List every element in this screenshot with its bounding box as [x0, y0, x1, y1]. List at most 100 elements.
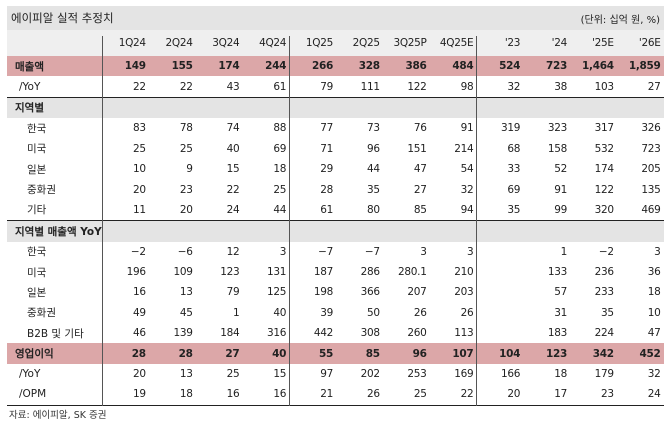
value-cell: 316 — [267, 327, 287, 340]
table-row: B2B 및 기타 46 139 184 316 442 308 260 113 183 224 47 — [7, 323, 664, 343]
column-header: 2Q24 — [165, 37, 193, 49]
value-cell: 15 — [273, 368, 287, 381]
value-cell: 123 — [545, 347, 567, 360]
value-cell: 88 — [273, 122, 287, 135]
value-cell: 11 — [133, 203, 146, 216]
value-cell: 169 — [454, 368, 474, 381]
table-row: 미국 25 25 40 69 71 96 151 214 68 158 532 723 — [7, 139, 664, 159]
value-cell: 52 — [554, 163, 567, 176]
value-cell: 236 — [594, 266, 614, 279]
column-divider — [289, 36, 290, 407]
row-label: 지역별 — [15, 102, 44, 115]
column-header: 1Q25 — [305, 37, 333, 49]
value-cell: 1 — [560, 245, 568, 258]
value-cell: 10 — [647, 306, 661, 319]
row-label: 한국 — [27, 246, 47, 259]
value-cell: 17 — [554, 388, 567, 401]
value-cell: 205 — [641, 163, 661, 176]
value-cell: −7 — [364, 245, 380, 258]
row-label: 영업이익 — [15, 348, 54, 361]
value-cell: 77 — [320, 122, 333, 135]
value-cell: 524 — [499, 60, 521, 73]
value-cell: 33 — [507, 163, 521, 176]
value-cell: 40 — [273, 306, 287, 319]
value-cell: 280.1 — [398, 266, 427, 279]
value-cell: 151 — [407, 142, 427, 155]
value-cell: −2 — [130, 245, 146, 258]
value-cell: 233 — [594, 286, 614, 299]
value-cell: 3 — [420, 245, 427, 258]
table-row: 한국 83 78 74 88 77 73 76 91 319 323 317 326 — [7, 118, 664, 138]
value-cell: 723 — [641, 142, 661, 155]
value-cell: 19 — [133, 388, 146, 401]
table-row: 영업이익 28 28 27 40 55 85 96 107 104 123 342 452 — [7, 343, 664, 364]
value-cell: 27 — [647, 80, 661, 93]
value-cell: 23 — [601, 388, 614, 401]
table-row: /YoY 22 22 43 61 79 111 122 98 32 38 103 27 — [7, 76, 664, 96]
row-label: 한국 — [27, 122, 47, 135]
value-cell: 174 — [218, 60, 240, 73]
value-cell: 22 — [460, 388, 474, 401]
value-cell: 27 — [413, 183, 427, 196]
table-row: 미국 196 109 123 131 187 286 280.1 210 133 236 36 — [7, 262, 664, 282]
value-cell: 155 — [171, 60, 193, 73]
table-row: 중화권 49 45 1 40 39 50 26 26 31 35 10 — [7, 303, 664, 323]
row-label: B2B 및 기타 — [27, 327, 84, 340]
value-cell: 1 — [233, 306, 240, 319]
value-cell: 45 — [179, 306, 193, 319]
value-cell: 386 — [405, 60, 427, 73]
table-row: /OPM 19 18 16 16 21 26 25 22 20 17 23 24 — [7, 384, 664, 404]
row-label: 매출액 — [15, 60, 44, 73]
value-cell: 149 — [124, 60, 146, 73]
value-cell: 23 — [179, 183, 193, 196]
value-cell: 47 — [647, 327, 661, 340]
value-cell: 18 — [647, 286, 661, 299]
value-cell: 69 — [507, 183, 521, 196]
value-cell: 452 — [639, 347, 661, 360]
value-cell: 260 — [407, 327, 427, 340]
column-header-row: 1Q24 2Q24 3Q24 4Q24 1Q25 2Q25 3Q25P 4Q25E '23 '24… — [7, 30, 664, 56]
value-cell: 21 — [320, 388, 333, 401]
value-cell: 26 — [460, 306, 474, 319]
source-note: 자료: 에이피알, SK 증권 — [9, 410, 107, 421]
value-cell: 158 — [547, 142, 567, 155]
value-cell: 18 — [273, 163, 287, 176]
value-cell: 326 — [641, 122, 661, 135]
value-cell: 25 — [226, 368, 240, 381]
value-cell: −2 — [598, 245, 614, 258]
column-header: 4Q25E — [439, 37, 474, 49]
value-cell: 69 — [273, 142, 287, 155]
value-cell: 79 — [320, 80, 333, 93]
value-cell: 20 — [133, 183, 146, 196]
value-cell: 78 — [179, 122, 193, 135]
value-cell: 179 — [594, 368, 614, 381]
column-header: 4Q24 — [259, 37, 287, 49]
table-row: 기타 11 20 24 44 61 80 85 94 35 99 320 469 — [7, 200, 664, 220]
value-cell: 210 — [454, 266, 474, 279]
value-cell: 44 — [367, 163, 380, 176]
value-cell: 18 — [179, 388, 193, 401]
bottom-rule — [7, 404, 664, 407]
value-cell: 98 — [460, 80, 474, 93]
value-cell: 24 — [226, 203, 240, 216]
value-cell: 723 — [545, 60, 567, 73]
value-cell: 113 — [454, 327, 474, 340]
value-cell: 16 — [226, 388, 240, 401]
table-title-bar: 에이피알 실적 추정치 (단위: 십억 원, %) — [7, 6, 664, 30]
value-cell: 328 — [358, 60, 380, 73]
table-body: 매출액 149 155 174 244 266 328 386 484 524 723 1,464 1,… — [7, 56, 664, 405]
value-cell: 35 — [507, 203, 521, 216]
row-label: /OPM — [19, 388, 47, 401]
value-cell: 103 — [594, 80, 614, 93]
value-cell: 26 — [413, 306, 427, 319]
value-cell: 320 — [594, 203, 614, 216]
value-cell: 96 — [412, 347, 427, 360]
value-cell: 47 — [413, 163, 427, 176]
value-cell: 76 — [413, 122, 427, 135]
value-cell: 91 — [554, 183, 567, 196]
value-cell: 20 — [179, 203, 193, 216]
value-cell: 109 — [173, 266, 193, 279]
value-cell: 107 — [452, 347, 474, 360]
value-cell: 484 — [452, 60, 474, 73]
value-cell: 85 — [365, 347, 380, 360]
